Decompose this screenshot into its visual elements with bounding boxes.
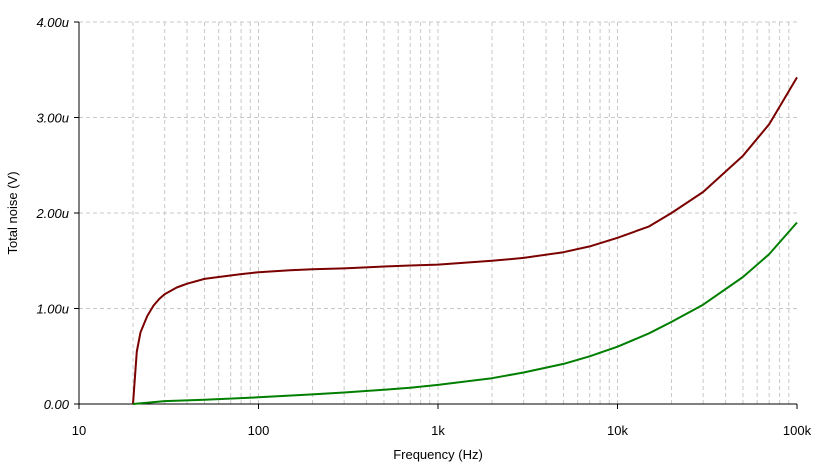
y-tick-label: 3.00u xyxy=(36,111,69,126)
y-tick-label: 0.00 xyxy=(44,397,70,412)
y-axis-label: Total noise (V) xyxy=(5,171,20,254)
y-tick-label: 1.00u xyxy=(36,302,69,317)
x-tick-label: 1k xyxy=(431,423,445,438)
y-tick-label: 2.00u xyxy=(35,206,69,221)
tick-labels: 0.00 1.00u 2.00u 3.00u 4.00u 10 100 1k 10k 100k xyxy=(35,15,811,438)
axes xyxy=(74,21,798,409)
x-tick-label: 10 xyxy=(72,423,86,438)
x-tick-label: 100k xyxy=(783,423,812,438)
series-group xyxy=(132,76,798,405)
series-line-1 xyxy=(132,76,798,405)
y-tick-label: 4.00u xyxy=(36,15,69,30)
x-tick-label: 10k xyxy=(607,423,628,438)
x-axis-label: Frequency (Hz) xyxy=(393,447,483,462)
x-tick-label: 100 xyxy=(248,423,270,438)
series-line-2 xyxy=(132,221,798,405)
grid xyxy=(79,21,797,404)
